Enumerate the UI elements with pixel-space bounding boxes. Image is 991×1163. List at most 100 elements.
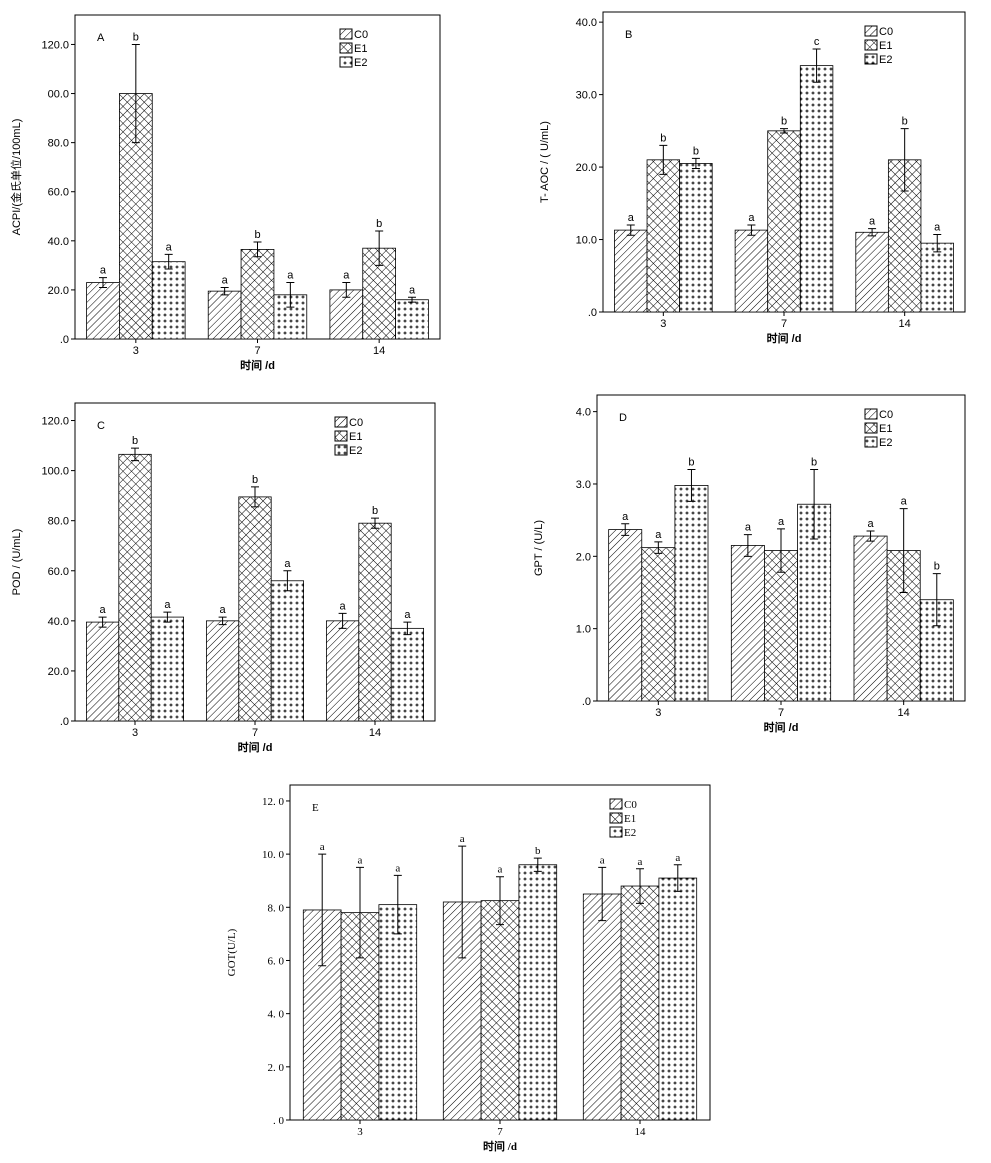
bar (325, 620, 360, 722)
y-tick-label: .0 (588, 307, 597, 319)
bar (358, 522, 392, 722)
panel-label: A (97, 32, 105, 44)
y-axis-label: T- AOC / ( U/mL) (539, 121, 551, 203)
error-bar (131, 447, 139, 462)
error-bar (659, 144, 668, 175)
error-bar (899, 508, 908, 593)
error-bar (932, 573, 941, 627)
error-bar (780, 128, 788, 134)
error-bar (98, 277, 107, 288)
legend-label: E2 (879, 54, 892, 66)
bar (240, 249, 275, 340)
legend-swatch (609, 798, 623, 810)
significance-label: a (901, 496, 908, 508)
error-bar (812, 48, 821, 83)
x-tick-label: 7 (781, 318, 787, 330)
x-tick-label: 7 (254, 345, 260, 357)
x-tick-label: 7 (778, 707, 784, 719)
significance-label: a (284, 558, 291, 570)
error-bar (868, 228, 877, 237)
significance-label: a (628, 212, 635, 224)
error-bar (220, 286, 229, 296)
legend-label: C0 (624, 799, 637, 811)
bar (799, 65, 834, 313)
bar (150, 616, 184, 722)
y-tick-label: . 0 (273, 1115, 285, 1127)
legend-swatch (339, 56, 353, 68)
bar (658, 877, 698, 1121)
legend-label: E1 (879, 40, 892, 52)
significance-label: a (395, 862, 400, 874)
y-tick-label: 4. 0 (268, 1009, 285, 1021)
x-axis-label: 时间 /d (764, 720, 799, 734)
error-bar (286, 282, 295, 308)
x-axis-label: 时间 /d (767, 331, 802, 345)
x-tick-label: 14 (635, 1126, 647, 1138)
x-tick-label: 3 (655, 707, 661, 719)
significance-label: a (320, 841, 325, 853)
y-tick-label: 20.0 (576, 162, 597, 174)
significance-label: a (166, 241, 173, 253)
x-tick-label: 3 (132, 727, 138, 739)
legend-swatch (339, 42, 353, 54)
y-axis-label: GPT / (U/L) (533, 520, 545, 576)
legend-label: E1 (354, 43, 367, 55)
y-tick-label: 00.0 (48, 89, 69, 101)
significance-label: a (222, 274, 229, 286)
y-tick-label: 40.0 (48, 236, 69, 248)
error-bar (218, 616, 227, 626)
error-bar (393, 874, 402, 935)
error-bar (408, 296, 417, 303)
y-tick-label: 100.0 (41, 466, 69, 478)
y-tick-label: 4.0 (576, 407, 591, 419)
significance-label: a (622, 511, 629, 523)
significance-label: b (688, 457, 694, 469)
significance-label: a (498, 864, 503, 876)
x-tick-label: 14 (369, 727, 381, 739)
y-axis-label: POD / (U/mL) (11, 529, 23, 596)
y-tick-label: 40.0 (576, 17, 597, 29)
bar (86, 621, 120, 722)
x-axis-label: 时间 /d (240, 358, 275, 372)
x-tick-label: 14 (898, 707, 910, 719)
bar (86, 282, 120, 340)
bar (764, 550, 798, 702)
significance-label: b (252, 474, 258, 486)
bar (608, 529, 643, 702)
y-tick-label: 6. 0 (268, 955, 285, 967)
y-tick-label: 30.0 (576, 90, 597, 102)
y-tick-label: 1.0 (576, 624, 591, 636)
significance-label: a (867, 518, 874, 530)
legend-swatch (609, 826, 623, 838)
panel-label: D (619, 412, 627, 424)
significance-label: b (781, 116, 787, 128)
significance-label: a (358, 854, 363, 866)
significance-label: a (745, 522, 752, 534)
bar (378, 904, 418, 1121)
significance-label: a (934, 221, 941, 233)
y-tick-label: 10. 0 (262, 849, 285, 861)
y-tick-label: 8. 0 (268, 902, 285, 914)
significance-label: a (164, 599, 171, 611)
error-bar (533, 857, 542, 872)
error-bar (403, 621, 412, 636)
significance-label: b (133, 31, 139, 43)
y-tick-label: 120.0 (41, 39, 69, 51)
panel-label: C (97, 420, 105, 432)
legend-swatch (864, 39, 878, 51)
x-tick-label: 14 (373, 345, 385, 357)
legend-label: C0 (879, 409, 893, 421)
panel: .0 10.0 20.0 30.0 40.0 B T- AOC / ( U/mL) 时间 /d… (539, 11, 966, 345)
legend-swatch (864, 422, 878, 434)
error-bar (626, 224, 635, 236)
error-bar (371, 517, 379, 529)
y-tick-label: 60.0 (48, 566, 69, 578)
significance-label: b (693, 145, 699, 157)
x-tick-label: 7 (497, 1126, 503, 1138)
legend-swatch (864, 25, 878, 37)
legend-swatch (334, 416, 348, 428)
error-bar (283, 570, 292, 592)
significance-label: a (220, 604, 227, 616)
error-bar (356, 866, 364, 959)
